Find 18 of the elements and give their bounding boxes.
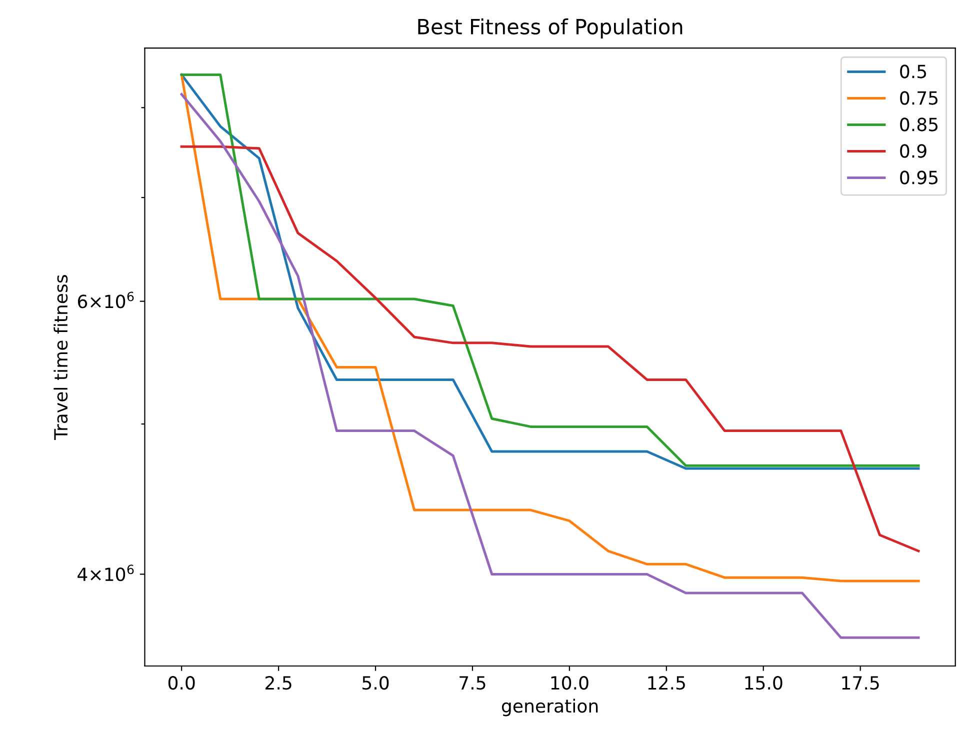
legend-label: 0.85: [900, 118, 938, 132]
legend-label: 0.95: [900, 170, 938, 184]
x-tick-label: 12.5: [648, 676, 685, 690]
y-axis-title: Travel time fitness: [54, 275, 68, 440]
x-tick-label: 15.0: [745, 676, 782, 690]
legend-label: 0.9: [900, 144, 926, 158]
legend-label: 0.75: [900, 91, 938, 105]
chart-title: Best Fitness of Population: [418, 18, 682, 39]
x-tick-label: 0.0: [168, 676, 195, 690]
x-tick-label: 5.0: [362, 676, 389, 690]
x-tick-label: 7.5: [460, 676, 486, 690]
x-tick-label: 10.0: [551, 676, 588, 690]
x-tick-label: 2.5: [266, 676, 292, 690]
y-tick-label: 4×10$^{6}$: [78, 564, 134, 582]
legend-label: 0.5: [900, 64, 926, 78]
x-axis-title: generation: [502, 698, 598, 716]
x-tick-label: 17.5: [842, 676, 879, 690]
y-tick-label: 6×10$^{6}$: [78, 292, 134, 308]
